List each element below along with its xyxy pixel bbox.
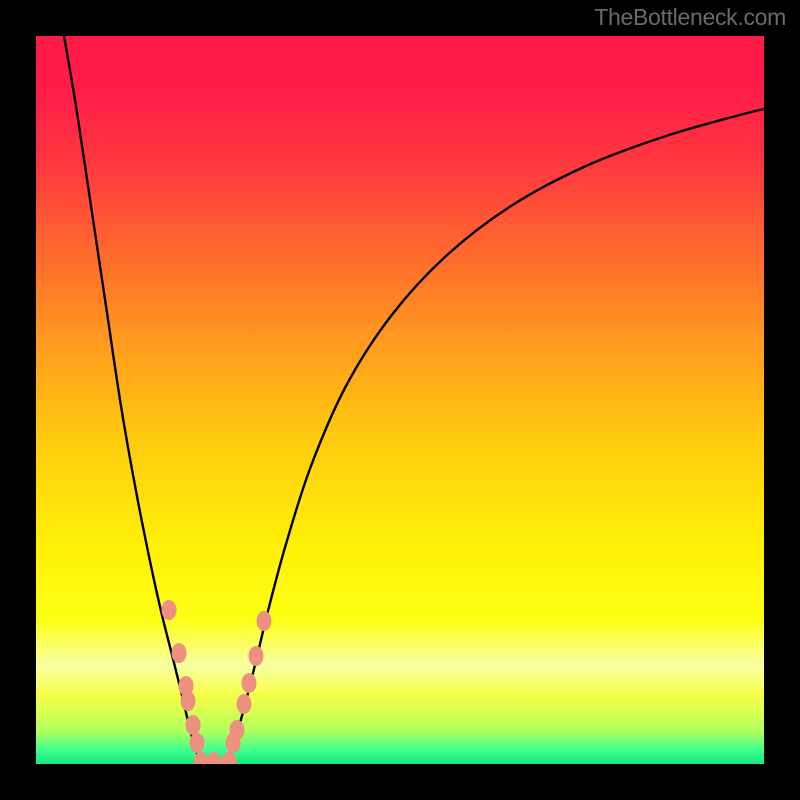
gradient-background [36, 36, 764, 764]
chart-container: TheBottleneck.com [0, 0, 800, 800]
watermark-text: TheBottleneck.com [594, 4, 786, 31]
data-marker [242, 673, 257, 693]
data-marker [186, 715, 201, 735]
data-marker [190, 733, 205, 753]
chart-svg [0, 0, 800, 800]
data-marker [257, 611, 272, 631]
data-marker [172, 643, 187, 663]
data-marker [162, 600, 177, 620]
data-marker [237, 694, 252, 714]
data-marker [249, 646, 264, 666]
data-marker [181, 691, 196, 711]
data-marker [230, 720, 245, 740]
